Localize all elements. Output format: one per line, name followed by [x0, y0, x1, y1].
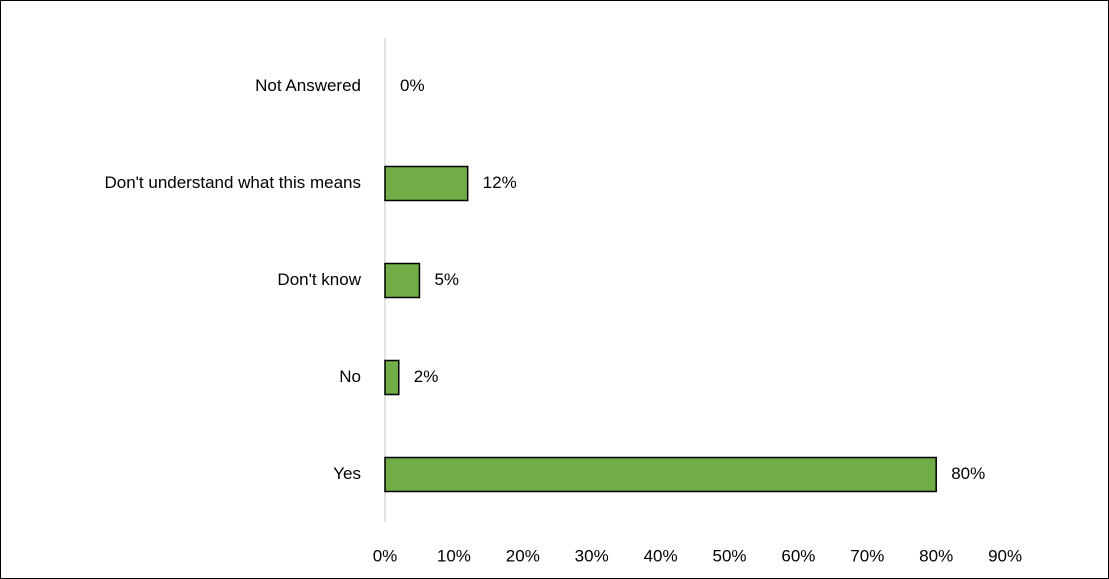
category-label-yes: Yes — [333, 464, 361, 483]
x-tick-labels: 0% 10% 20% 30% 40% 50% 60% 70% 80% 90% — [373, 546, 1022, 565]
x-tick-9: 90% — [988, 546, 1022, 565]
value-label-yes: 80% — [951, 464, 985, 483]
category-labels: Not Answered Don't understand what this m… — [104, 76, 361, 483]
value-label-don-t-understand-what-this-means: 12% — [483, 173, 517, 192]
category-label-don-t-know: Don't know — [277, 270, 361, 289]
x-tick-6: 60% — [781, 546, 815, 565]
x-tick-0: 0% — [373, 546, 398, 565]
category-label-no: No — [339, 367, 361, 386]
bar-don-t-understand-what-this-means — [384, 165, 469, 202]
x-tick-2: 20% — [506, 546, 540, 565]
x-tick-7: 70% — [850, 546, 884, 565]
x-tick-5: 50% — [712, 546, 746, 565]
bar-no — [384, 359, 400, 396]
bar-yes — [384, 456, 937, 493]
x-tick-4: 40% — [644, 546, 678, 565]
bar-don-t-know — [384, 262, 421, 299]
category-label-not-answered: Not Answered — [255, 76, 361, 95]
category-label-don-t-understand-what-this-means: Don't understand what this means — [104, 173, 361, 192]
bars-layer — [384, 165, 937, 493]
x-tick-8: 80% — [919, 546, 953, 565]
value-labels: 0% 12% 5% 2% 80% — [400, 76, 985, 483]
x-tick-1: 10% — [437, 546, 471, 565]
value-label-don-t-know: 5% — [434, 270, 459, 289]
value-label-not-answered: 0% — [400, 76, 425, 95]
x-tick-3: 30% — [575, 546, 609, 565]
value-label-no: 2% — [414, 367, 439, 386]
